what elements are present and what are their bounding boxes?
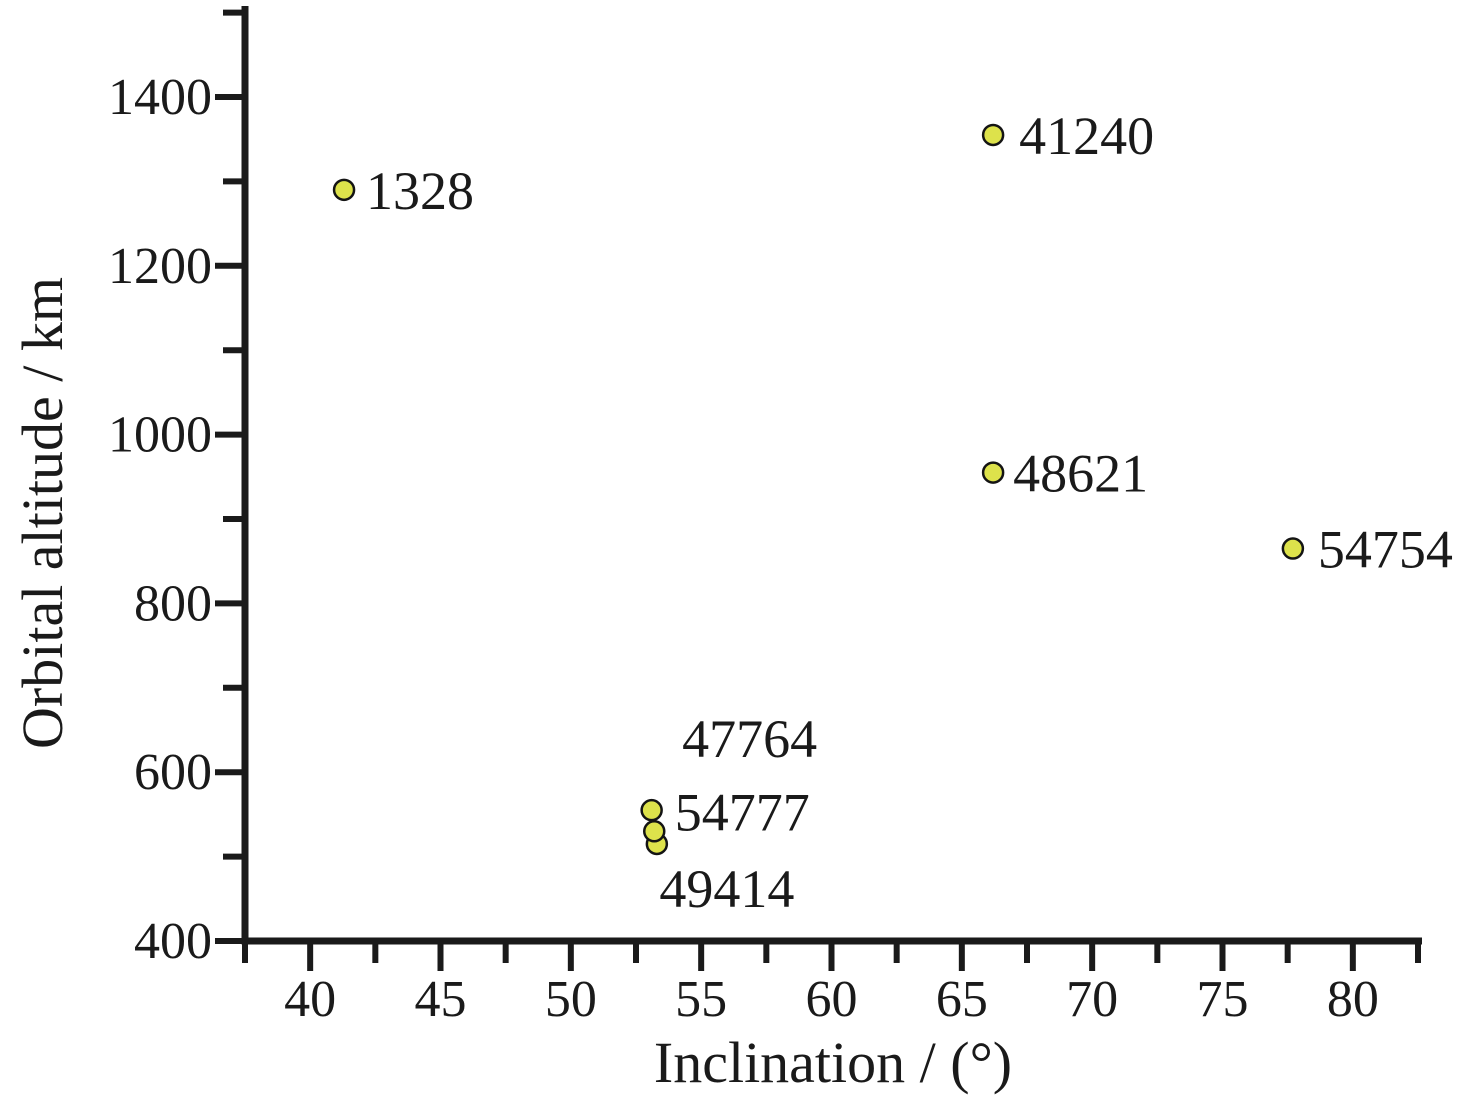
y-tick-label: 1200 (108, 238, 212, 295)
x-tick-label: 40 (284, 971, 336, 1028)
data-point-1328 (332, 178, 356, 202)
point-label-54754: 54754 (1318, 520, 1453, 580)
x-tick-label: 75 (1197, 971, 1249, 1028)
x-tick-label: 70 (1066, 971, 1118, 1028)
y-tick-label: 600 (134, 744, 212, 801)
x-tick-label: 45 (415, 971, 467, 1028)
axis-tick-labels: 40 45 50 55 60 65 70 75 80 400 600 800 1000 1200 1400 (108, 69, 1379, 1028)
y-tick-label: 800 (134, 575, 212, 632)
data-point-41240 (981, 123, 1005, 147)
point-label-47764: 47764 (682, 709, 817, 769)
data-point-labels: 1328 41240 48621 54754 47764 49414 54777 (366, 106, 1453, 919)
axis-lines (241, 6, 1422, 945)
point-label-48621: 48621 (1013, 444, 1148, 504)
x-tick-label: 80 (1327, 971, 1379, 1028)
axis-ticks (215, 9, 1421, 971)
x-tick-label: 65 (936, 971, 988, 1028)
data-points (332, 123, 1305, 856)
data-point-54777 (642, 820, 666, 843)
x-tick-label: 50 (545, 971, 597, 1028)
x-tick-label: 55 (675, 971, 727, 1028)
data-point-54754 (1281, 537, 1305, 560)
data-point-48621 (981, 461, 1005, 484)
y-tick-label: 1400 (108, 69, 212, 126)
y-axis-title: Orbital altitude / km (10, 277, 75, 749)
point-label-41240: 41240 (1019, 106, 1154, 166)
point-label-49414: 49414 (659, 859, 794, 919)
y-tick-label: 1000 (108, 407, 212, 464)
y-tick-label: 400 (134, 913, 212, 970)
data-point-47764 (640, 798, 663, 822)
point-label-1328: 1328 (366, 161, 474, 221)
x-axis-title: Inclination / (°) (654, 1030, 1012, 1095)
x-tick-label: 60 (806, 971, 858, 1028)
point-label-54777: 54777 (675, 782, 810, 842)
